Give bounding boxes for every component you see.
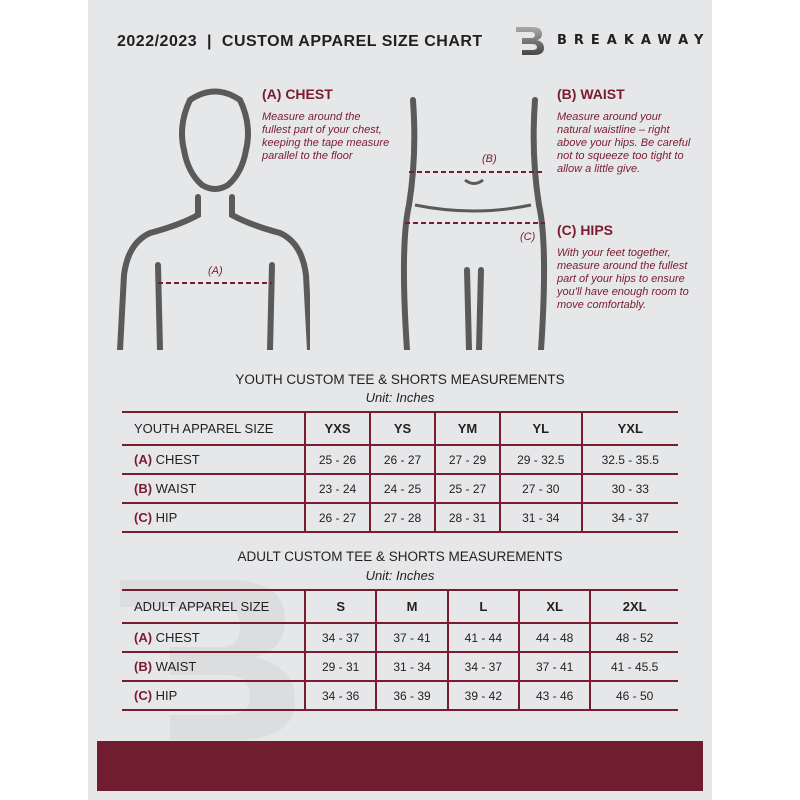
waist-heading: (B) WAIST bbox=[557, 86, 625, 102]
measure-label: (A) CHEST bbox=[122, 622, 305, 652]
hips-marker: (C) bbox=[520, 231, 536, 243]
table-cell: 27 - 28 bbox=[369, 502, 435, 533]
table-cell: 31 - 34 bbox=[375, 651, 448, 681]
measure-letter: (A) bbox=[134, 630, 153, 645]
waist-description: Measure around your natural waistline – … bbox=[557, 111, 691, 175]
measure-letter: (A) bbox=[134, 452, 153, 467]
adult-section-title: ADULT CUSTOM TEE & SHORTS MEASUREMENTS bbox=[237, 549, 563, 564]
adult-size-table: ADULT APPAREL SIZE S M L XL 2XL (A) CHEST 34 - … bbox=[122, 589, 678, 711]
table-cell: 32.5 - 35.5 bbox=[580, 444, 678, 474]
table-cell: 25 - 27 bbox=[434, 473, 500, 503]
size-header: S bbox=[303, 589, 377, 623]
table-cell: 31 - 34 bbox=[499, 502, 582, 533]
lower-body-figure bbox=[400, 97, 548, 350]
measure-name: HIP bbox=[155, 510, 178, 525]
table-cell: 29 - 32.5 bbox=[499, 444, 582, 474]
chest-heading: (A) CHEST bbox=[262, 86, 333, 102]
measure-label: (C) HIP bbox=[122, 680, 305, 711]
table-row: (B) WAIST 23 - 24 24 - 25 25 - 27 27 - 30 30 … bbox=[122, 473, 678, 503]
table-cell: 25 - 26 bbox=[304, 444, 370, 474]
measure-letter: (C) bbox=[134, 510, 153, 525]
page-title: 2022/2023 | CUSTOM APPAREL SIZE CHART bbox=[117, 33, 483, 50]
size-label: YOUTH APPAREL SIZE bbox=[122, 411, 305, 445]
size-header: M bbox=[375, 589, 448, 623]
table-cell: 46 - 50 bbox=[589, 680, 678, 711]
measure-name: WAIST bbox=[155, 659, 197, 674]
size-header: YS bbox=[369, 411, 435, 445]
table-header-row: ADULT APPAREL SIZE S M L XL 2XL bbox=[122, 589, 678, 623]
table-cell: 41 - 44 bbox=[446, 622, 519, 652]
size-header: 2XL bbox=[589, 589, 678, 623]
table-cell: 23 - 24 bbox=[304, 473, 370, 503]
table-cell: 37 - 41 bbox=[375, 622, 448, 652]
waist-marker: (B) bbox=[482, 153, 497, 165]
table-cell: 27 - 29 bbox=[434, 444, 500, 474]
table-cell: 44 - 48 bbox=[517, 622, 591, 652]
size-header: L bbox=[446, 589, 519, 623]
chest-description: Measure around the fullest part of your … bbox=[262, 111, 390, 162]
table-cell: 34 - 37 bbox=[580, 502, 678, 533]
hips-description: With your feet together, measure around … bbox=[557, 247, 689, 311]
table-row: (A) CHEST 34 - 37 37 - 41 41 - 44 44 - 48 48 … bbox=[122, 622, 678, 652]
size-header: YXL bbox=[580, 411, 678, 445]
measure-label: (A) CHEST bbox=[122, 444, 305, 474]
measure-letter: (B) bbox=[134, 481, 153, 496]
chest-marker: (A) bbox=[208, 265, 223, 277]
size-header: YM bbox=[434, 411, 500, 445]
measure-label: (B) WAIST bbox=[122, 651, 305, 681]
table-cell: 24 - 25 bbox=[369, 473, 435, 503]
table-cell: 26 - 27 bbox=[369, 444, 435, 474]
table-row: (C) HIP 26 - 27 27 - 28 28 - 31 31 - 34 34 - … bbox=[122, 502, 678, 533]
table-header-row: YOUTH APPAREL SIZE YXS YS YM YL YXL bbox=[122, 411, 678, 445]
size-label: ADULT APPAREL SIZE bbox=[122, 589, 305, 623]
table-cell: 29 - 31 bbox=[303, 651, 377, 681]
measure-name: CHEST bbox=[155, 630, 200, 645]
measure-label: (B) WAIST bbox=[122, 473, 305, 503]
measure-letter: (B) bbox=[134, 659, 153, 674]
table-row: (B) WAIST 29 - 31 31 - 34 34 - 37 37 - 41 41 … bbox=[122, 651, 678, 681]
size-header: XL bbox=[517, 589, 591, 623]
table-cell: 34 - 37 bbox=[303, 622, 377, 652]
table-cell: 36 - 39 bbox=[375, 680, 448, 711]
table-cell: 27 - 30 bbox=[499, 473, 582, 503]
measure-name: WAIST bbox=[155, 481, 197, 496]
table-cell: 41 - 45.5 bbox=[589, 651, 678, 681]
size-header: YL bbox=[499, 411, 582, 445]
breakaway-logo-icon bbox=[516, 27, 544, 55]
table-cell: 43 - 46 bbox=[517, 680, 591, 711]
table-cell: 34 - 36 bbox=[303, 680, 377, 711]
table-cell: 28 - 31 bbox=[434, 502, 500, 533]
footer-bar bbox=[97, 741, 703, 791]
adult-unit: Unit: Inches bbox=[365, 568, 435, 583]
measure-name: CHEST bbox=[155, 452, 200, 467]
size-header: YXS bbox=[304, 411, 370, 445]
measure-letter: (C) bbox=[134, 688, 153, 703]
measure-label: (C) HIP bbox=[122, 502, 305, 533]
youth-section-title: YOUTH CUSTOM TEE & SHORTS MEASUREMENTS bbox=[235, 372, 565, 387]
brand-name: BREAKAWAY bbox=[557, 33, 711, 48]
hips-heading: (C) HIPS bbox=[557, 222, 613, 238]
table-cell: 26 - 27 bbox=[304, 502, 370, 533]
table-cell: 30 - 33 bbox=[580, 473, 678, 503]
upper-body-figure bbox=[117, 88, 310, 350]
youth-unit: Unit: Inches bbox=[365, 390, 435, 405]
table-row: (A) CHEST 25 - 26 26 - 27 27 - 29 29 - 32.5 3… bbox=[122, 444, 678, 474]
table-row: (C) HIP 34 - 36 36 - 39 39 - 42 43 - 46 46 - … bbox=[122, 680, 678, 711]
measure-name: HIP bbox=[155, 688, 178, 703]
table-cell: 39 - 42 bbox=[446, 680, 519, 711]
table-cell: 48 - 52 bbox=[589, 622, 678, 652]
youth-size-table: YOUTH APPAREL SIZE YXS YS YM YL YXL (A) CHEST 2… bbox=[122, 411, 678, 533]
table-cell: 37 - 41 bbox=[517, 651, 591, 681]
table-cell: 34 - 37 bbox=[446, 651, 519, 681]
